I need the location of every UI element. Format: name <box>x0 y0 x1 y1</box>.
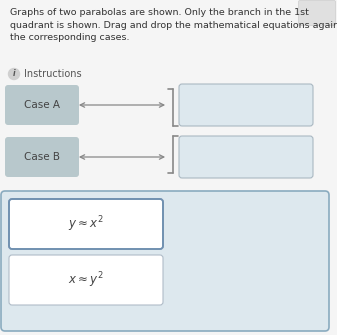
Text: Case A: Case A <box>24 100 60 110</box>
Text: $y \approx x^2$: $y \approx x^2$ <box>68 214 104 234</box>
FancyBboxPatch shape <box>9 199 163 249</box>
FancyBboxPatch shape <box>5 85 79 125</box>
FancyBboxPatch shape <box>9 255 163 305</box>
Text: Case B: Case B <box>24 152 60 162</box>
FancyBboxPatch shape <box>299 0 336 25</box>
FancyBboxPatch shape <box>179 84 313 126</box>
FancyBboxPatch shape <box>1 191 329 331</box>
Text: Instructions: Instructions <box>24 69 82 79</box>
Text: i: i <box>13 69 15 78</box>
Text: $x \approx y^2$: $x \approx y^2$ <box>68 270 104 290</box>
FancyBboxPatch shape <box>179 136 313 178</box>
FancyBboxPatch shape <box>5 137 79 177</box>
Circle shape <box>8 68 20 79</box>
Text: Graphs of two parabolas are shown. Only the branch in the 1st
quadrant is shown.: Graphs of two parabolas are shown. Only … <box>10 8 337 42</box>
